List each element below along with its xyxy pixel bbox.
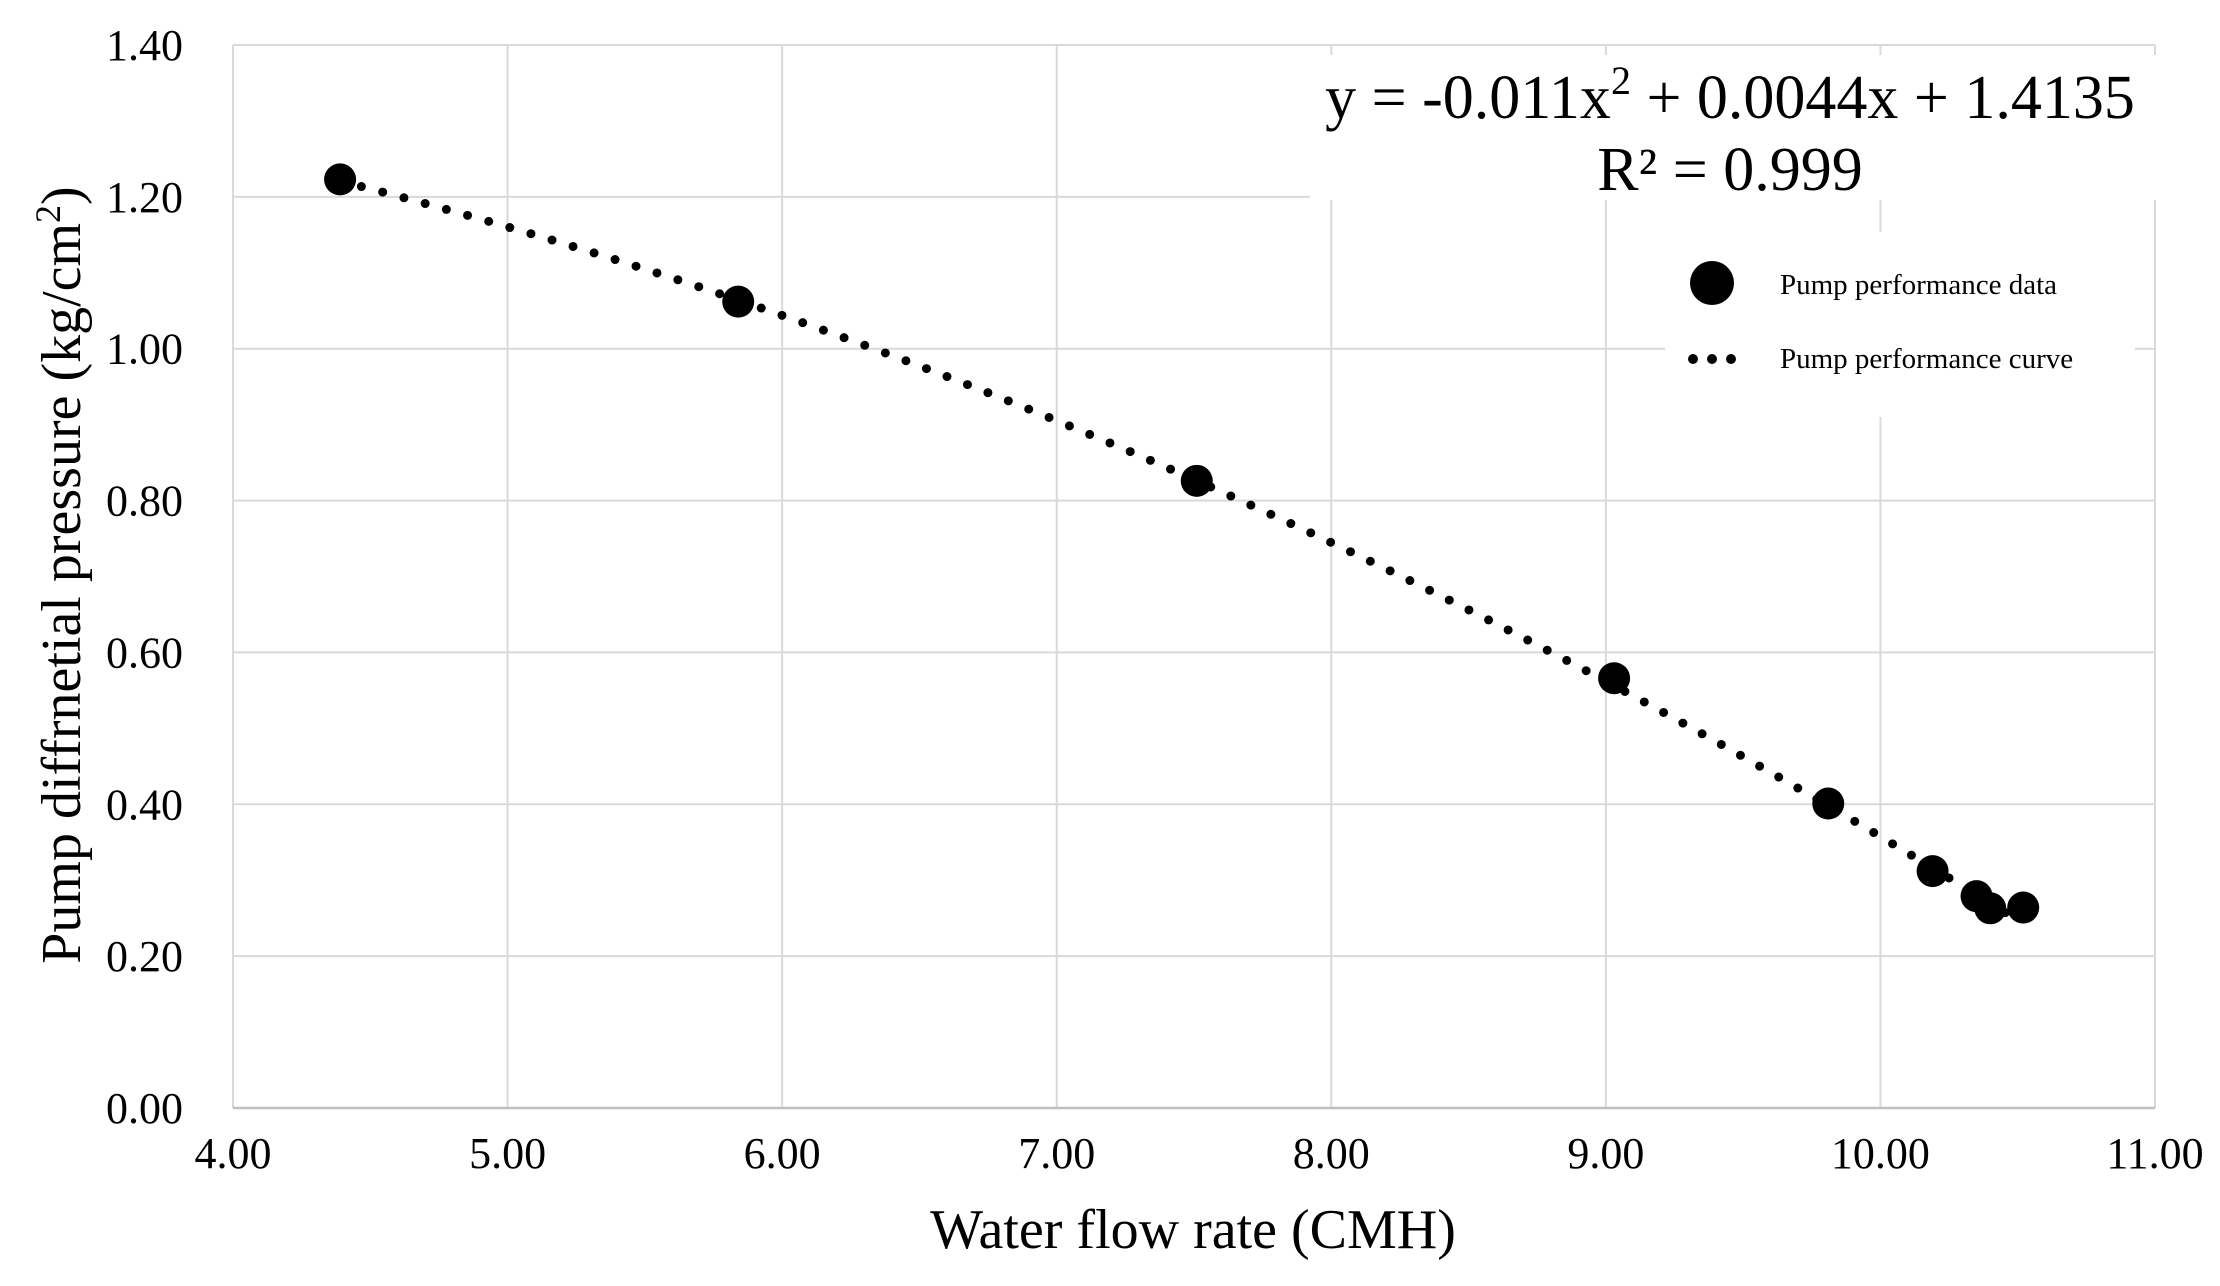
- y-tick-label: 1.00: [106, 325, 183, 374]
- x-tick-label: 8.00: [1293, 1129, 1370, 1178]
- legend: Pump performance data Pump performance c…: [1665, 232, 2135, 417]
- r-squared: R² = 0.999: [1597, 136, 1862, 204]
- data-point: [722, 285, 755, 318]
- x-tick-label: 9.00: [1567, 1129, 1644, 1178]
- legend-item-data: Pump performance data: [1780, 269, 2057, 301]
- x-tick-label: 5.00: [469, 1129, 546, 1178]
- y-tick-label: 1.40: [106, 21, 183, 70]
- y-tick-label: 0.20: [106, 932, 183, 981]
- x-tick-label: 6.00: [744, 1129, 821, 1178]
- data-point: [1916, 855, 1949, 888]
- data-point-layer: [324, 163, 2040, 925]
- trendline-layer: [335, 176, 2028, 929]
- y-tick-label: 0.60: [106, 628, 183, 677]
- y-tick-label: 0.00: [106, 1084, 183, 1133]
- data-point: [2007, 891, 2040, 924]
- y-tick-label: 0.40: [106, 780, 183, 829]
- y-axis-title: Pump diffrnetial pressure (kg/cm2): [28, 186, 93, 963]
- equation-background: [1310, 55, 2160, 200]
- data-point: [1598, 662, 1631, 695]
- trendline-curve: [335, 176, 2028, 929]
- legend-dotted-line-icon: [1688, 354, 1736, 364]
- data-point: [1974, 892, 2007, 925]
- equation-box: y = -0.011x2 + 0.0044x + 1.4135 R² = 0.9…: [1310, 55, 2160, 204]
- data-point: [1812, 787, 1845, 820]
- x-axis-title: Water flow rate (CMH): [930, 1199, 1456, 1261]
- trendline-equation: y = -0.011x2 + 0.0044x + 1.4135: [1325, 58, 2135, 132]
- x-tick-label: 4.00: [195, 1129, 272, 1178]
- data-point: [324, 163, 357, 196]
- y-tick-label: 0.80: [106, 477, 183, 526]
- legend-item-curve: Pump performance curve: [1780, 343, 2073, 375]
- legend-background: [1665, 232, 2135, 417]
- x-tick-label: 10.00: [1831, 1129, 1930, 1178]
- data-point: [1180, 464, 1213, 497]
- grid-layer: [232, 44, 2156, 1108]
- legend-marker-icon: [1690, 261, 1734, 305]
- tick-label-layer: 4.00 5.00 6.00 7.00 8.00 9.00 10.00 11.00 0.00 0.…: [106, 21, 2204, 1178]
- x-tick-label: 11.00: [2106, 1129, 2203, 1178]
- x-tick-label: 7.00: [1018, 1129, 1095, 1178]
- y-tick-label: 1.20: [106, 173, 183, 222]
